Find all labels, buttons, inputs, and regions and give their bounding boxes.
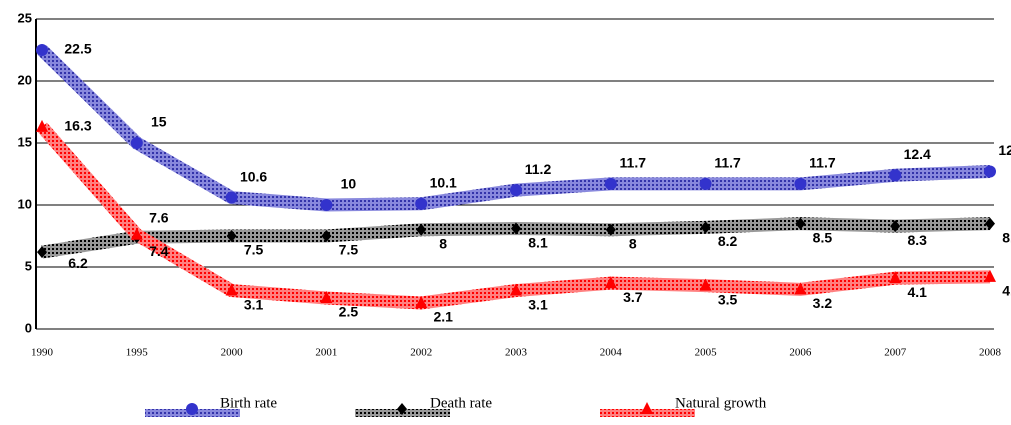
data-point (985, 217, 995, 230)
data-label: 3.7 (623, 289, 643, 305)
y-tick-label: 15 (18, 134, 32, 149)
data-point (604, 276, 617, 289)
data-point (226, 230, 237, 242)
legend-marker (186, 403, 198, 415)
x-tick-label: 2003 (505, 347, 528, 359)
series-line (37, 45, 991, 212)
data-point (984, 165, 996, 178)
data-point (415, 295, 428, 308)
data-label: 8.1 (528, 234, 548, 250)
x-tick-label: 2005 (695, 347, 718, 359)
data-point (699, 177, 712, 190)
data-label: 8 (439, 236, 447, 252)
data-point (225, 191, 238, 204)
data-label: 11.2 (525, 161, 552, 177)
data-label: 12.7 (998, 142, 1011, 158)
y-tick-label: 20 (18, 72, 32, 87)
data-point (37, 246, 47, 259)
y-tick-label: 10 (18, 196, 32, 211)
data-label: 8.5 (813, 229, 833, 245)
data-point (225, 283, 238, 296)
data-label: 3.1 (528, 296, 548, 312)
data-point (699, 278, 712, 291)
x-tick-label: 1990 (31, 347, 54, 359)
data-point (416, 223, 427, 236)
data-label: 11.7 (809, 155, 836, 171)
data-label: 7.4 (149, 243, 169, 259)
data-label: 6.2 (68, 255, 88, 271)
data-point (794, 282, 807, 295)
data-point (36, 119, 48, 132)
data-point (890, 220, 901, 233)
data-label: 2.5 (339, 304, 359, 320)
data-label: 7.5 (244, 242, 264, 258)
x-tick-label: 2004 (600, 347, 623, 359)
legend-label: Birth rate (220, 395, 277, 411)
data-point (510, 283, 522, 296)
data-label: 12.4 (904, 146, 931, 162)
data-point (700, 221, 711, 234)
data-point (605, 223, 616, 236)
data-label: 10.6 (240, 168, 267, 184)
data-label: 2.1 (433, 309, 453, 325)
data-label: 4.1 (907, 284, 927, 300)
data-point (795, 217, 806, 230)
x-tick-label: 2001 (315, 347, 337, 359)
series-line (37, 122, 991, 310)
data-label: 11.7 (714, 155, 741, 171)
data-label: 8.3 (907, 232, 927, 248)
data-point (794, 177, 807, 190)
y-tick-label: 0 (25, 320, 32, 335)
data-point (130, 227, 143, 240)
x-tick-label: 2007 (884, 347, 907, 359)
data-label: 10.1 (430, 174, 457, 190)
y-tick-label: 5 (25, 258, 32, 273)
data-point (889, 169, 902, 182)
data-point (510, 184, 522, 197)
data-point (36, 44, 48, 56)
data-label: 4.2 (1002, 283, 1011, 299)
data-label: 8 (629, 236, 637, 252)
data-point (604, 177, 617, 190)
data-point (321, 230, 332, 242)
data-point (130, 137, 143, 149)
data-label: 15 (151, 114, 167, 130)
y-tick-label: 25 (18, 10, 32, 25)
data-label: 3.2 (813, 295, 833, 311)
x-tick-label: 1995 (126, 347, 149, 359)
data-label: 16.3 (64, 118, 91, 134)
data-label: 7.5 (339, 242, 359, 258)
legend-label: Natural growth (675, 395, 767, 411)
data-point (511, 222, 521, 235)
data-label: 8.5 (1002, 229, 1011, 245)
data-point (984, 269, 996, 282)
x-tick-label: 2006 (789, 347, 812, 359)
legend-marker (641, 402, 653, 414)
x-tick-label: 2002 (410, 347, 432, 359)
legend-marker (397, 403, 407, 415)
data-point (415, 197, 428, 210)
x-tick-label: 2008 (979, 347, 1002, 359)
data-label: 8.2 (718, 233, 738, 249)
data-point (320, 199, 333, 211)
x-tick-label: 2000 (221, 347, 244, 359)
data-label: 10 (341, 176, 357, 192)
data-point (320, 291, 333, 303)
legend-label: Death rate (430, 395, 492, 411)
data-label: 7.6 (149, 209, 169, 225)
data-label: 22.5 (64, 41, 91, 57)
data-label: 3.1 (244, 296, 264, 312)
data-point (889, 271, 902, 284)
data-label: 11.7 (620, 155, 647, 171)
data-label: 3.5 (718, 291, 738, 307)
